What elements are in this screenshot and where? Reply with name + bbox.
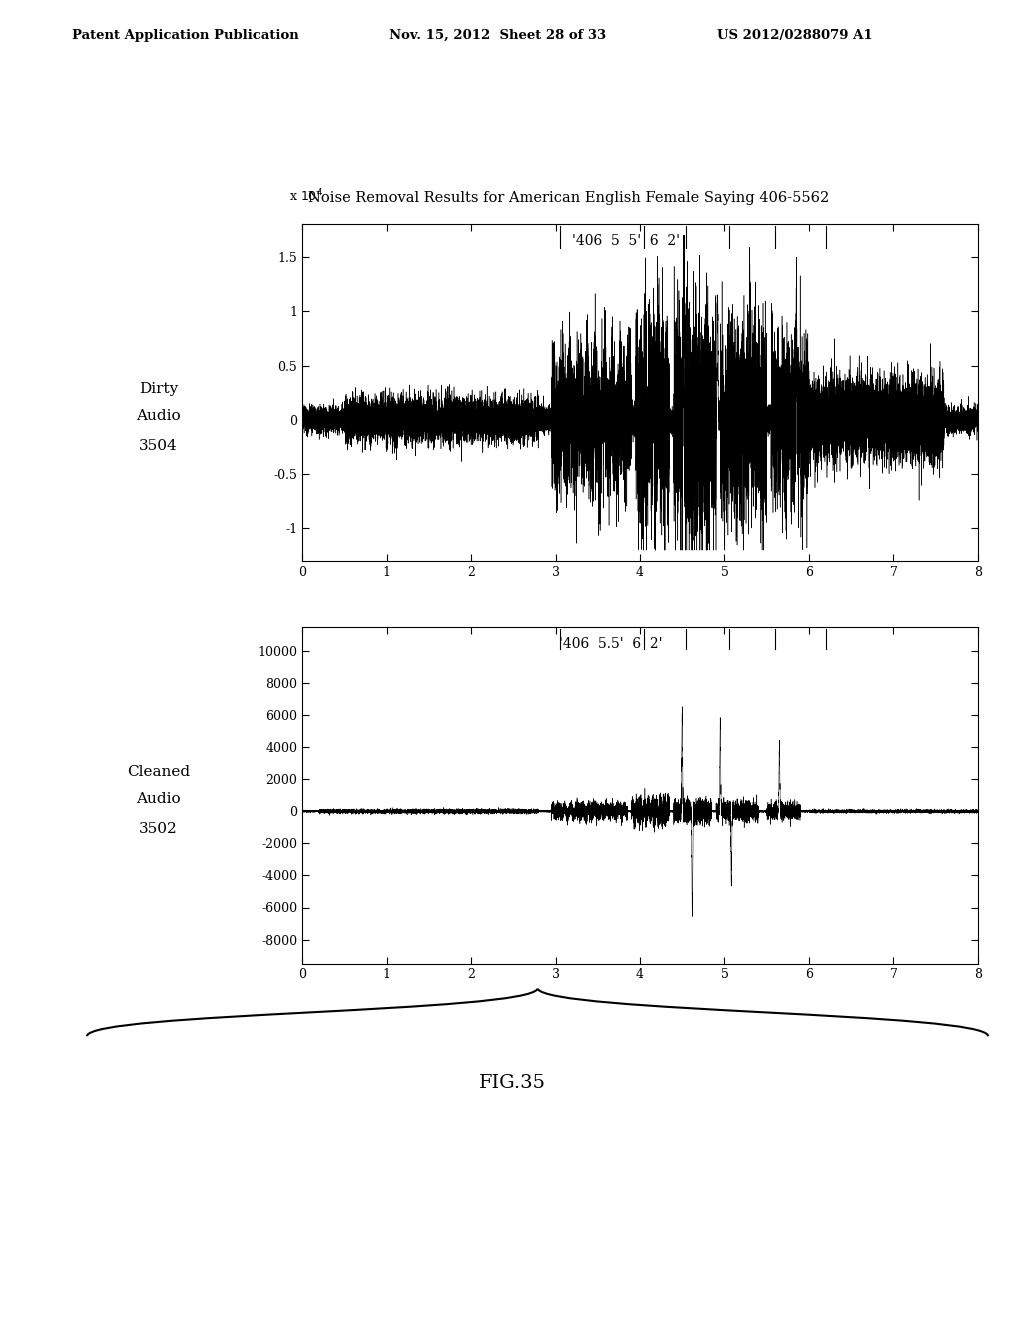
Text: Nov. 15, 2012  Sheet 28 of 33: Nov. 15, 2012 Sheet 28 of 33 [389, 29, 606, 42]
Text: FIG.35: FIG.35 [478, 1074, 546, 1093]
Text: Noise Removal Results for American English Female Saying 406-5562: Noise Removal Results for American Engli… [307, 190, 829, 205]
Text: 3502: 3502 [139, 822, 178, 836]
Text: Cleaned: Cleaned [127, 766, 190, 779]
Text: US 2012/0288079 A1: US 2012/0288079 A1 [717, 29, 872, 42]
Text: 3504: 3504 [139, 440, 178, 453]
Text: Audio: Audio [136, 409, 181, 422]
Text: Dirty: Dirty [139, 383, 178, 396]
Text: Audio: Audio [136, 792, 181, 805]
Text: x $10^4$: x $10^4$ [289, 187, 323, 205]
Text: Patent Application Publication: Patent Application Publication [72, 29, 298, 42]
Text: '406  5.5'  6  2': '406 5.5' 6 2' [559, 638, 663, 651]
Text: '406  5  5'  6  2': '406 5 5' 6 2' [572, 235, 680, 248]
